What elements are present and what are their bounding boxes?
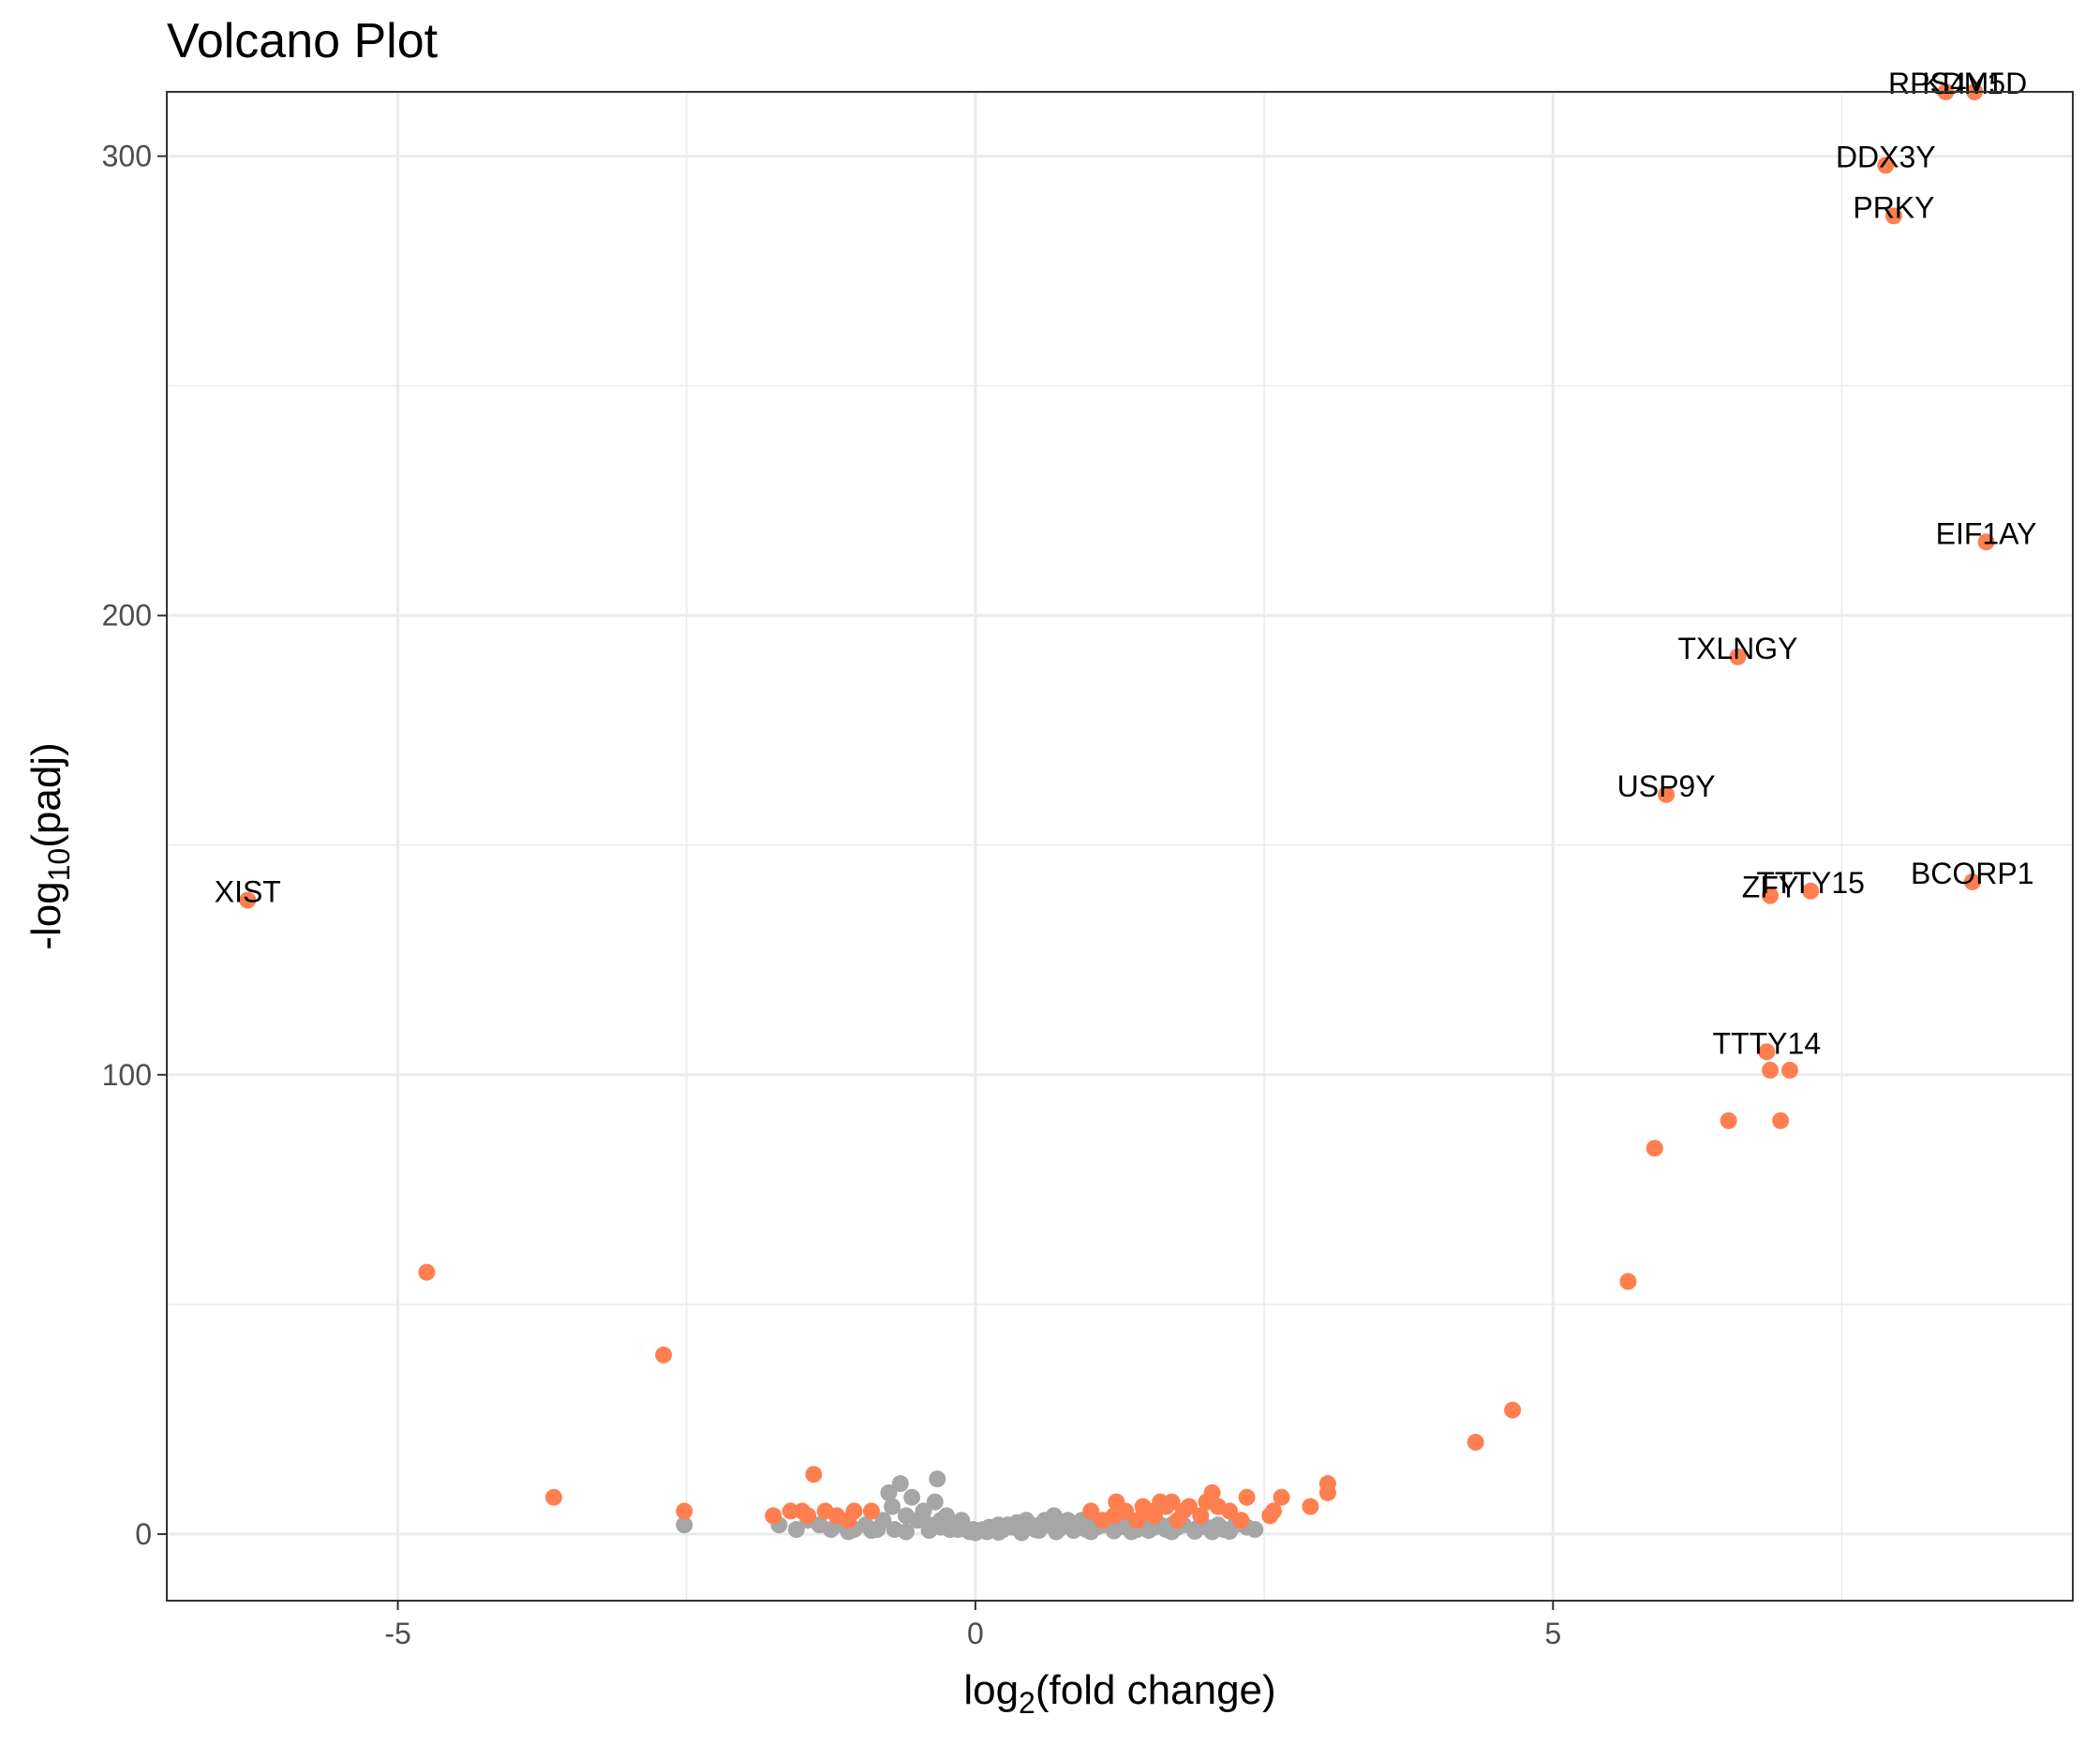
point-significant [1152,1493,1169,1511]
point-significant [805,1466,823,1484]
gene-label: EIF1AY [1936,516,2037,550]
point-not-significant [787,1521,805,1539]
point-significant [1134,1498,1152,1515]
y-axis-title: -log10(padj) [23,742,76,949]
point-not-significant [1203,1523,1221,1541]
point-not-significant [874,1512,892,1529]
point-labeled [1729,648,1747,665]
point-labeled [1884,207,1902,225]
gene-label: XIST [215,875,281,909]
point-significant [1646,1140,1663,1157]
y-tick-label: 200 [102,599,152,633]
gene-label: KDM5D [1922,67,2027,100]
point-labeled [1963,872,1981,890]
point-significant [782,1502,799,1520]
y-tick-label: 100 [102,1058,152,1092]
gene-label: USP9Y [1617,769,1716,803]
x-tick-label: -5 [384,1617,410,1650]
point-labeled [239,891,257,909]
point-labeled [1977,533,1995,551]
point-significant [1504,1401,1522,1419]
point-not-significant [676,1516,693,1534]
point-not-significant [903,1488,921,1506]
y-tick-label: 300 [102,140,152,173]
point-not-significant [1030,1522,1048,1540]
point-significant [1192,1507,1210,1525]
point-significant [765,1507,782,1525]
gene-label: PRKY [1853,190,1934,224]
point-significant [1238,1488,1256,1506]
point-significant [1169,1512,1186,1529]
point-significant [1264,1502,1282,1520]
point-not-significant [915,1502,932,1520]
point-significant [544,1488,562,1506]
chart-title: Volcano Plot [167,14,439,68]
gene-label: DDX3Y [1836,140,1936,173]
point-not-significant [1221,1522,1239,1540]
point-significant [418,1263,436,1281]
point-labeled [1758,1043,1776,1061]
point-significant [1318,1484,1336,1501]
point-not-significant [1082,1523,1100,1541]
point-not-significant [931,1518,949,1536]
point-significant [1082,1502,1100,1520]
point-significant [1128,1512,1146,1529]
point-significant [655,1346,673,1364]
point-significant [1273,1488,1290,1506]
point-labeled [1658,785,1676,803]
point-significant [1467,1433,1484,1451]
point-significant [862,1502,880,1520]
point-significant [1198,1493,1215,1511]
x-axis-title: log2(fold change) [963,1667,1275,1720]
gene-label: BCORP1 [1911,857,2034,890]
data-points [239,83,1995,1542]
point-significant [799,1507,817,1525]
point-significant [1619,1273,1637,1290]
point-not-significant [1186,1522,1204,1540]
point-significant [676,1502,693,1520]
point-significant [1720,1111,1737,1129]
point-not-significant [926,1493,944,1511]
point-significant [1762,1061,1780,1079]
point-significant [1780,1061,1798,1079]
point-significant [840,1512,857,1529]
point-significant [1772,1111,1790,1129]
point-not-significant [1105,1522,1123,1540]
y-tick-label: 0 [135,1517,152,1551]
gene-label: TXLNGY [1677,632,1797,665]
point-labeled [1802,882,1820,900]
gene-label: ZFY [1742,871,1798,904]
point-significant [1302,1498,1319,1515]
point-labeled [1762,887,1780,904]
x-tick-label: 0 [967,1617,984,1650]
point-not-significant [1013,1524,1031,1542]
point-not-significant [891,1475,909,1493]
gene-label: RPS4Y1 [1888,67,2003,100]
point-labeled [1877,157,1895,174]
point-not-significant [1246,1521,1264,1539]
gene-label: TTTY15 [1756,866,1865,900]
point-significant [1232,1512,1250,1529]
grid-lines [167,92,2073,1601]
panel-border [166,91,2074,1602]
point-not-significant [880,1484,898,1501]
point-not-significant [1048,1523,1065,1541]
point-not-significant [1065,1522,1082,1540]
point-significant [1094,1512,1111,1529]
point-significant [1108,1493,1125,1511]
point-not-significant [929,1470,946,1488]
point-not-significant [897,1523,915,1541]
point-not-significant [884,1498,901,1515]
point-not-significant [1139,1522,1157,1540]
x-tick-label: 5 [1544,1617,1561,1650]
point-not-significant [990,1523,1007,1541]
gene-label: TTTY14 [1713,1026,1822,1060]
point-not-significant [862,1522,880,1540]
